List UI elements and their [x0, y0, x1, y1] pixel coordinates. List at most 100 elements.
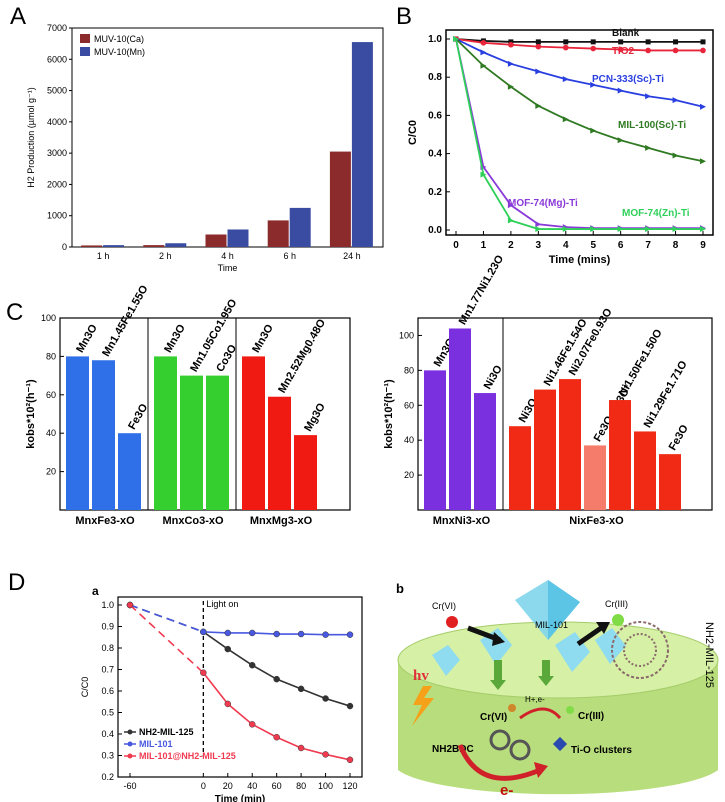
cr6-mid-label: Cr(VI) [480, 712, 507, 723]
series-line [455, 38, 703, 229]
data-point [322, 695, 329, 702]
schematic-panel-label: b [396, 581, 404, 596]
cylinder-body [398, 660, 718, 795]
group-label: MnxFe3-xO [75, 515, 135, 527]
y-tick-label: 0.6 [428, 110, 442, 121]
nh2bdc-label: NH2BDC [432, 744, 474, 755]
x-tick-label: 20 [223, 781, 233, 791]
bar [81, 245, 103, 247]
bar [449, 328, 471, 510]
chart-a: 0 1000 2000 3000 4000 5000 6000 7000 1 h 2 h 4 h 6 … [26, 23, 384, 273]
y-tick-label: 0.9 [101, 622, 114, 632]
legend-label: MUV-10(Ca) [94, 34, 144, 44]
panel-label-d: D [8, 569, 25, 596]
data-point [700, 226, 706, 233]
hv-label: hv [413, 668, 429, 684]
y-tick-label: 1000 [47, 211, 67, 221]
data-point [562, 76, 569, 83]
data-point [126, 601, 134, 609]
bar-label: Fe3O [126, 401, 150, 431]
bar [242, 356, 265, 510]
y-tick-label: 1.0 [428, 34, 442, 45]
data-point [480, 171, 487, 178]
cr6-arrow-head [492, 632, 505, 646]
legend-label: MUV-10(Mn) [94, 47, 145, 57]
y-tick-label: 3000 [47, 148, 67, 158]
series-dark-segment [129, 604, 204, 674]
x-tick-label: 1 [481, 240, 487, 251]
x-tick-label: 2 h [159, 251, 172, 261]
x-tick-label: 1 h [97, 251, 110, 261]
y-tick-label: 0.3 [101, 751, 114, 761]
series-line [455, 38, 703, 43]
data-point [535, 39, 541, 45]
group-label: NixFe3-xO [569, 515, 624, 527]
mil101-label: MIL-101 [535, 620, 568, 630]
series-label: TiO2 [612, 46, 634, 57]
bar-label: Ni1.50Fe1.50O [617, 327, 665, 399]
series-line [455, 38, 703, 230]
x-axis-label: Time [218, 263, 238, 273]
lightning-icon [412, 686, 434, 726]
panel-sub-label: a [92, 584, 99, 598]
data-point [224, 645, 232, 653]
data-point [507, 83, 514, 90]
data-point [535, 43, 542, 50]
bar [351, 42, 373, 248]
light-on-label: Light on [206, 599, 238, 609]
y-axis-label: C/C0 [407, 120, 419, 145]
x-tick-label: 80 [296, 781, 306, 791]
nh2bdc-ring-2 [509, 739, 531, 761]
data-point [480, 49, 487, 56]
series-label: MIL-100(Sc)-Ti [618, 120, 686, 131]
x-tick-label: 7 [645, 240, 651, 251]
x-tick-label: 4 [563, 240, 569, 251]
legend-label: MIL-101 [139, 739, 173, 749]
data-point [672, 226, 679, 233]
data-point [322, 751, 329, 758]
x-tick-label: 24 h [343, 251, 361, 261]
small-crystal-3 [595, 628, 626, 664]
bar [634, 431, 656, 510]
bar [509, 426, 531, 510]
data-point [297, 744, 305, 752]
legend-marker [127, 753, 133, 759]
legend-swatch [80, 47, 90, 56]
cr3-arrow [576, 623, 606, 647]
mil101-crystal-face [548, 580, 580, 640]
data-point [507, 217, 514, 224]
data-point [322, 631, 329, 638]
data-point [507, 60, 514, 67]
data-point [618, 39, 624, 45]
data-point [590, 39, 596, 45]
data-point [535, 221, 542, 228]
y-tick-label: 100 [41, 313, 56, 323]
bar [559, 379, 581, 510]
nh2bdc-ring [489, 729, 511, 751]
series-label: Blank [612, 28, 640, 39]
data-point [480, 62, 487, 69]
green-arrow-2 [542, 660, 550, 676]
data-point [200, 669, 207, 676]
data-point [645, 144, 652, 151]
y-axis-label: kobs*10²(h⁻¹) [25, 379, 37, 449]
data-point [700, 39, 706, 45]
data-point [480, 40, 487, 46]
data-point [346, 702, 354, 710]
h-e-label: H+,e- [525, 695, 545, 704]
bar [92, 360, 115, 510]
panel-label-b: B [396, 3, 412, 30]
series-line [455, 38, 704, 108]
legend-marker [127, 729, 133, 735]
bar [474, 393, 496, 510]
x-tick-label: 4 h [221, 251, 234, 261]
small-crystal-4 [432, 645, 460, 676]
bar [289, 207, 311, 247]
y-tick-label: 0.5 [101, 708, 114, 718]
data-point [224, 700, 232, 708]
bar [154, 356, 177, 510]
y-axis-label: C/C0 [80, 677, 90, 698]
series-dark-segment [129, 604, 204, 633]
